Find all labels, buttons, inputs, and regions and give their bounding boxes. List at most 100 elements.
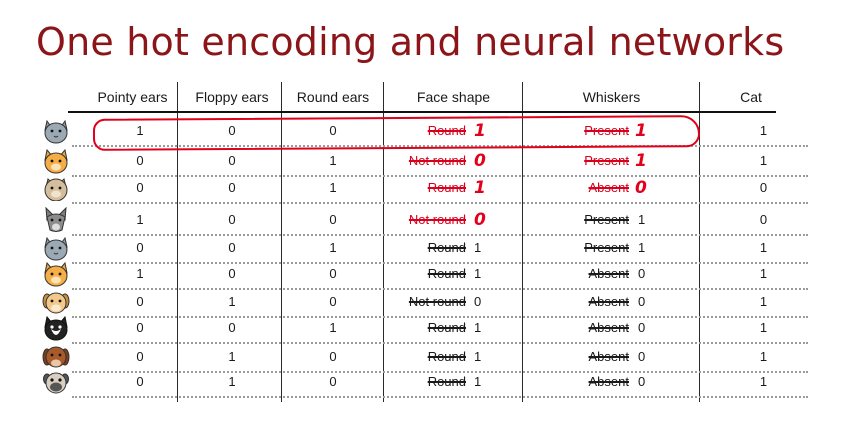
orange-cat-icon — [42, 148, 70, 174]
floppy-ears-cell: 0 — [228, 240, 236, 255]
row-separator — [72, 145, 808, 147]
face-shape-encoded-value: 1 — [474, 266, 482, 281]
floppy-ears-cell: 0 — [228, 153, 236, 168]
face-shape-original-text: Round — [427, 349, 466, 364]
cat-label-cell: 1 — [759, 240, 768, 255]
row-separator — [72, 396, 808, 398]
tan-dog-icon — [42, 289, 70, 315]
round-ears-cell: 0 — [329, 294, 337, 309]
gray-cat-icon — [42, 118, 70, 144]
column-divider — [383, 82, 384, 402]
whiskers-encoded-value: 1 — [635, 151, 647, 171]
face-shape-original-text: Not round — [408, 153, 466, 168]
cat-label-cell: 1 — [759, 349, 768, 364]
row-separator — [72, 288, 808, 290]
whiskers-encoded-value: 1 — [638, 212, 646, 227]
cat-label-cell: 0 — [759, 180, 768, 195]
row-separator — [72, 262, 808, 264]
pointy-ears-cell: 1 — [136, 212, 144, 227]
whiskers-encoded-value: 0 — [638, 349, 646, 364]
header-floppy-ears: Floppy ears — [195, 89, 269, 105]
cat-label-cell: 0 — [759, 212, 768, 227]
floppy-ears-cell: 0 — [228, 320, 236, 335]
whiskers-original-text: Absent — [588, 349, 629, 364]
face-shape-encoded-value: 1 — [474, 240, 482, 255]
face-shape-original-text: Not round — [408, 212, 466, 227]
whiskers-original-text: Present — [584, 153, 629, 168]
face-shape-encoded-value: 1 — [474, 320, 482, 335]
face-shape-original-text: Round — [427, 123, 466, 138]
whiskers-encoded-value: 0 — [638, 266, 646, 281]
table-row: 0 0 1 1 Round 1 Absent 0 — [0, 314, 845, 344]
header-face-shape: Face shape — [416, 89, 491, 105]
whiskers-original-text: Absent — [588, 266, 629, 281]
orange-cat-icon — [42, 261, 70, 287]
table-row: 0 0 1 0 Round 1 Absent 0 — [0, 174, 845, 204]
face-shape-original-text: Round — [427, 266, 466, 281]
face-shape-encoded-value: 1 — [474, 178, 486, 198]
row-separator — [72, 371, 808, 373]
table-row: 0 0 1 1 Not round 0 Present 1 — [0, 147, 845, 177]
whiskers-encoded-value: 0 — [638, 320, 646, 335]
whiskers-encoded-value: 0 — [638, 294, 646, 309]
floppy-ears-cell: 0 — [228, 266, 236, 281]
floppy-ears-cell: 0 — [228, 123, 236, 138]
whiskers-original-text: Absent — [588, 320, 629, 335]
header-whiskers: Whiskers — [582, 89, 641, 105]
header-pointy-ears: Pointy ears — [97, 89, 168, 105]
round-ears-cell: 0 — [329, 123, 337, 138]
face-shape-encoded-value: 1 — [474, 349, 482, 364]
row-separator — [72, 316, 808, 318]
round-ears-cell: 1 — [329, 153, 337, 168]
floppy-ears-cell: 1 — [228, 374, 236, 389]
pointy-ears-cell: 0 — [136, 240, 144, 255]
gray-cat-icon — [42, 235, 70, 261]
pointy-ears-cell: 0 — [136, 153, 144, 168]
face-shape-original-text: Round — [427, 240, 466, 255]
highlight-first-row-annotation — [92, 115, 701, 151]
table-row: 0 0 1 1 Round 1 Present 1 — [0, 234, 845, 264]
cat-label-cell: 1 — [759, 153, 768, 168]
cat-label-cell: 1 — [759, 123, 768, 138]
column-divider — [177, 82, 178, 402]
whiskers-original-text: Present — [584, 123, 629, 138]
column-divider — [522, 82, 523, 402]
brown-dog-icon — [42, 344, 70, 370]
gray-dog-icon — [42, 206, 70, 233]
header-rule — [68, 111, 776, 113]
pointy-ears-cell: 0 — [136, 320, 144, 335]
whiskers-encoded-value: 1 — [638, 240, 646, 255]
face-shape-encoded-value: 1 — [474, 121, 486, 141]
row-separator — [72, 175, 808, 177]
floppy-ears-cell: 1 — [228, 349, 236, 364]
face-shape-original-text: Round — [427, 374, 466, 389]
face-shape-original-text: Round — [427, 180, 466, 195]
round-ears-cell: 0 — [329, 212, 337, 227]
row-separator — [72, 234, 808, 236]
face-shape-encoded-value: 0 — [474, 294, 482, 309]
floppy-ears-cell: 0 — [228, 180, 236, 195]
pointy-ears-cell: 1 — [136, 123, 144, 138]
floppy-ears-cell: 0 — [228, 212, 236, 227]
table-row: 0 1 0 1 Round 1 Absent 0 — [0, 368, 845, 398]
table-row: 1 0 0 0 Not round 0 Present 1 — [0, 206, 845, 236]
pointy-ears-cell: 0 — [136, 180, 144, 195]
whiskers-encoded-value: 0 — [638, 374, 646, 389]
face-shape-original-text: Not round — [408, 294, 466, 309]
pointy-ears-cell: 1 — [136, 266, 144, 281]
slide-title: One hot encoding and neural networks — [36, 20, 785, 64]
face-shape-encoded-value: 0 — [474, 210, 486, 230]
whiskers-original-text: Present — [584, 240, 629, 255]
face-shape-original-text: Round — [427, 320, 466, 335]
table-row: 1 0 0 1 Round 1 Present 1 — [0, 117, 845, 147]
cat-label-cell: 1 — [759, 320, 768, 335]
pointy-ears-cell: 0 — [136, 349, 144, 364]
face-shape-encoded-value: 0 — [474, 151, 486, 171]
tuxedo-cat-icon — [42, 315, 70, 341]
face-shape-encoded-value: 1 — [474, 374, 482, 389]
column-divider — [699, 82, 700, 402]
cat-label-cell: 1 — [759, 374, 768, 389]
round-ears-cell: 0 — [329, 266, 337, 281]
table-row: 1 0 0 1 Round 1 Absent 0 — [0, 260, 845, 290]
round-ears-cell: 0 — [329, 374, 337, 389]
